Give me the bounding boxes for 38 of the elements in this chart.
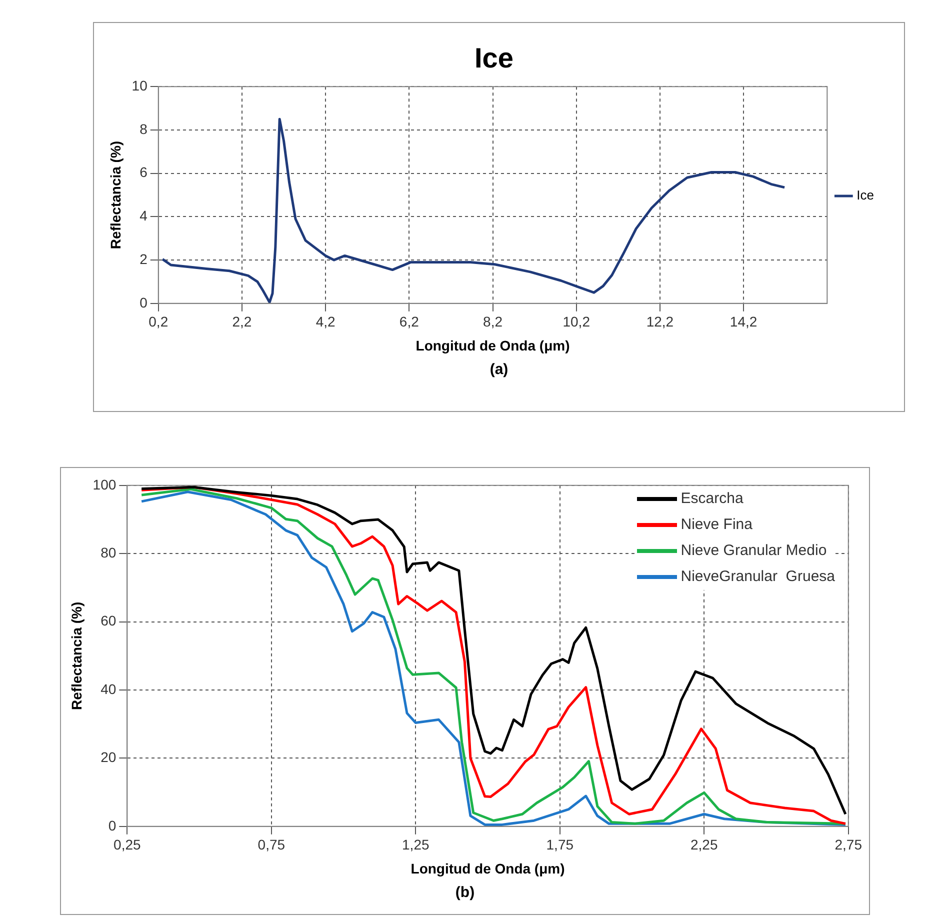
- x-tick-label: 6,2: [399, 314, 420, 330]
- y-tick-label: 0: [140, 294, 148, 310]
- y-axis-title: Reflectancia (%): [68, 602, 84, 710]
- chart-title: Ice: [474, 42, 514, 74]
- y-tick-label: 8: [140, 120, 148, 137]
- x-tick-label: 8,2: [483, 314, 503, 330]
- legend-label: Nieve Granular Medio: [680, 541, 827, 561]
- x-tick-label: 10,2: [562, 314, 590, 330]
- legend-label: NieveGranular Gruesa: [680, 567, 835, 587]
- x-tick-label: 4,2: [316, 314, 336, 330]
- x-tick-label: 2,75: [834, 836, 862, 853]
- x-tick-label: 14,2: [730, 314, 758, 330]
- y-tick-label: 4: [140, 208, 148, 224]
- x-tick-label: 1,75: [546, 836, 574, 853]
- x-tick-label: 12,2: [646, 314, 674, 330]
- x-axis-title: Longitud de Onda (μm): [416, 337, 570, 354]
- y-tick-label: 10: [132, 77, 148, 94]
- y-tick-label: 2: [140, 250, 148, 267]
- x-tick-label: 2,2: [232, 314, 252, 330]
- x-tick-label: 0,25: [114, 836, 141, 853]
- x-tick-label: 0,75: [258, 836, 286, 853]
- y-tick-label: 6: [140, 164, 148, 180]
- text: (a): [488, 361, 510, 378]
- y-axis-title: Reflectancia (%): [107, 140, 124, 250]
- y-tick-label: 0: [108, 817, 116, 834]
- y-tick-label: 20: [100, 749, 116, 766]
- legend-label: Ice: [856, 188, 874, 203]
- y-tick-label: 60: [100, 612, 116, 629]
- text: (b): [454, 884, 476, 901]
- y-tick-label: 80: [100, 544, 116, 560]
- x-tick-label: 2,25: [690, 836, 718, 853]
- legend-label: Nieve Fina: [680, 515, 752, 535]
- legend-label: Escarcha: [680, 489, 744, 509]
- x-tick-label: 1,25: [402, 836, 430, 853]
- x-tick-label: 0,2: [148, 314, 168, 330]
- x-axis-title: Longitud de Onda (μm): [410, 860, 565, 876]
- y-tick-label: 100: [92, 476, 116, 492]
- y-tick-label: 40: [100, 680, 116, 697]
